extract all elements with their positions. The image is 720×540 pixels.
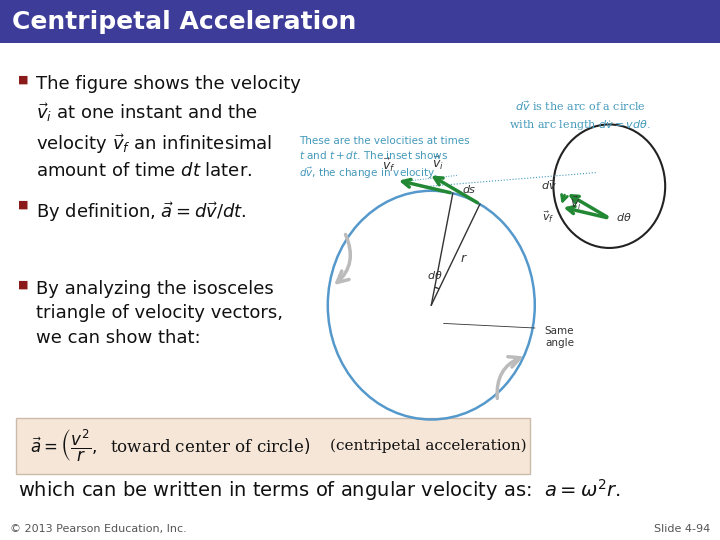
FancyBboxPatch shape (16, 418, 530, 474)
Text: with arc length $dv = vd\theta.$: with arc length $dv = vd\theta.$ (510, 118, 651, 132)
Text: These are the velocities at times
$t$ and $t + dt$. The inset shows
$d\vec{v}$, : These are the velocities at times $t$ an… (299, 136, 469, 181)
Text: The figure shows the velocity
$\vec{v}_i$ at one instant and the
velocity $\vec{: The figure shows the velocity $\vec{v}_i… (36, 75, 301, 180)
Text: which can be written in terms of angular velocity as:  $a = \omega^2 r$.: which can be written in terms of angular… (18, 477, 621, 503)
Text: By analyzing the isosceles
triangle of velocity vectors,
we can show that:: By analyzing the isosceles triangle of v… (36, 280, 283, 347)
Text: $d\vec{v}$ is the arc of a circle: $d\vec{v}$ is the arc of a circle (515, 99, 646, 113)
Text: Slide 4-94: Slide 4-94 (654, 524, 710, 534)
Text: Centripetal Acceleration: Centripetal Acceleration (12, 10, 356, 34)
Text: r: r (461, 252, 466, 265)
Text: $\vec{v}_i$: $\vec{v}_i$ (432, 154, 444, 172)
Text: ■: ■ (18, 280, 29, 290)
Text: Same
angle: Same angle (545, 326, 575, 348)
Text: © 2013 Pearson Education, Inc.: © 2013 Pearson Education, Inc. (10, 524, 186, 534)
Text: ■: ■ (18, 200, 29, 210)
Text: By definition, $\vec{a} = d\vec{v}/dt$.: By definition, $\vec{a} = d\vec{v}/dt$. (36, 200, 246, 224)
Text: $d\theta$: $d\theta$ (616, 211, 631, 222)
Text: $\vec{a} = \left(\dfrac{v^2}{r},\right.$  toward center of circle$\left.\right)$: $\vec{a} = \left(\dfrac{v^2}{r},\right.$… (30, 428, 310, 464)
FancyArrowPatch shape (337, 234, 351, 282)
Text: ds: ds (463, 185, 476, 195)
Text: $\vec{v}_f$: $\vec{v}_f$ (542, 209, 554, 225)
Text: $\vec{v}_f$: $\vec{v}_f$ (382, 157, 395, 174)
Text: $d\vec{v}$: $d\vec{v}$ (541, 179, 557, 192)
FancyArrowPatch shape (497, 357, 521, 399)
Text: ■: ■ (18, 75, 29, 85)
Text: (centripetal acceleration): (centripetal acceleration) (330, 439, 526, 453)
Text: $\vec{V}_i$: $\vec{V}_i$ (570, 195, 581, 212)
Text: $d\theta$: $d\theta$ (428, 269, 443, 281)
FancyBboxPatch shape (0, 0, 720, 43)
